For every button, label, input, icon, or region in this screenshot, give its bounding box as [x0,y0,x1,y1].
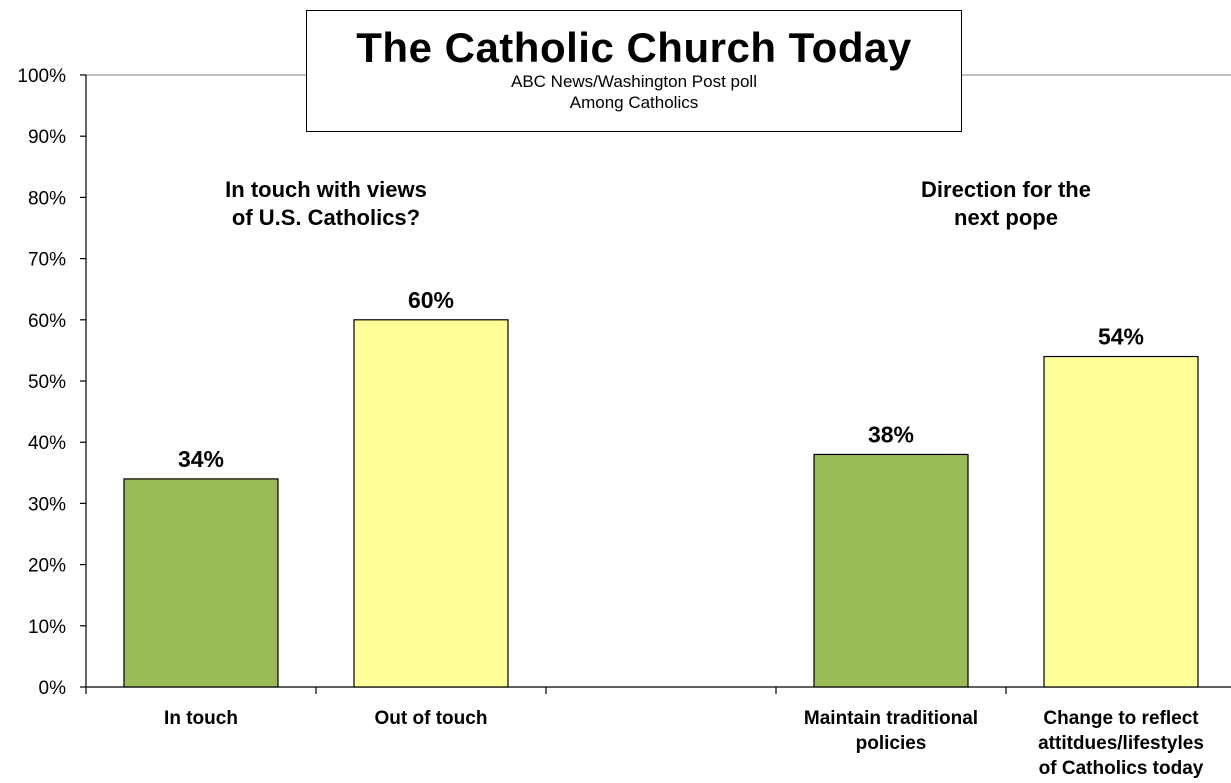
bar-value-label: 60% [408,287,454,313]
chart-subtitle-line-1: ABC News/Washington Post poll [511,72,757,91]
category-label: Out of touch [375,708,488,729]
group-label: In touch with views [225,177,427,202]
y-axis: 0% 10% 20% 30% 40% 50% 60% 70% 80% 90% 100% [17,66,1231,699]
bar-value-label: 38% [868,421,914,447]
y-tick-label: 80% [28,188,66,209]
category-label: policies [856,733,927,754]
bar [353,319,509,688]
category-label: Maintain traditional [804,708,978,729]
y-tick-label: 90% [28,127,66,148]
x-axis [85,686,1231,694]
bar [123,478,279,688]
y-tick-label: 10% [28,617,66,638]
category-label: In touch [164,708,238,729]
category-label: of Catholics today [1039,758,1204,779]
chart-title: The Catholic Church Today [356,24,912,71]
bars [123,319,1199,688]
y-tick-label: 20% [28,556,66,577]
group-labels: In touch with views of U.S. Catholics? Dir… [225,177,1091,230]
y-tick-label: 60% [28,311,66,332]
bar [813,453,969,688]
group-label: of U.S. Catholics? [232,205,420,230]
category-labels: In touch Out of touch Maintain traditional… [164,708,1204,779]
bar-value-label: 34% [178,446,224,472]
y-tick-label: 40% [28,433,66,454]
bar [1043,355,1199,688]
group-label: next pope [954,205,1058,230]
y-tick-label: 50% [28,372,66,393]
y-tick-label: 100% [17,66,66,87]
bar-value-label: 54% [1098,324,1144,350]
category-label: Change to reflect [1043,708,1199,729]
value-labels: 34% 60% 38% 54% [178,287,1144,472]
y-tick-label: 0% [39,678,67,699]
chart-subtitle-line-2: Among Catholics [569,93,699,112]
y-tick-label: 30% [28,494,66,515]
y-tick-label: 70% [28,250,66,271]
group-label: Direction for the [921,177,1091,202]
chart-title-box: The Catholic Church Today ABC News/Washi… [306,10,962,132]
category-label: attitdues/lifestyles [1038,733,1204,754]
